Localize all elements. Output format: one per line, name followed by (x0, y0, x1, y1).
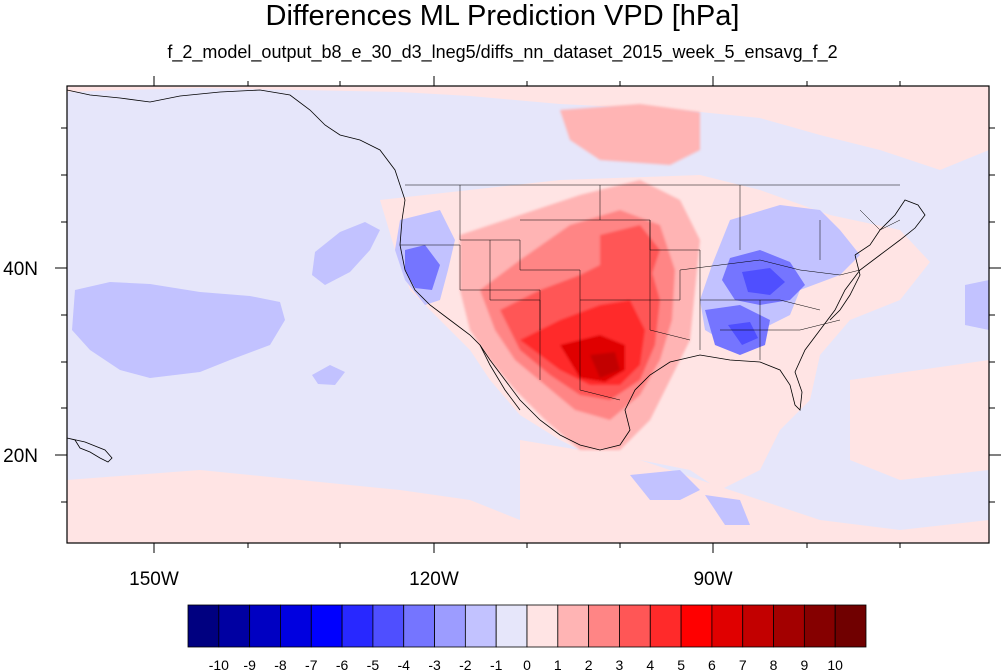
lat-label-20n: 20N (3, 446, 38, 467)
colorbar-label: 0 (523, 657, 531, 672)
colorbar-swatch (372, 604, 405, 648)
lon-label-120w: 120W (409, 569, 459, 590)
colorbar-label: 8 (770, 657, 778, 672)
colorbar-swatch (495, 604, 528, 648)
colorbar-swatch (742, 604, 774, 648)
colorbar-swatch (834, 604, 867, 648)
colorbar-labels: -10 -9 -8 -7 -6 -5 -4 -3 -2 -1 0 1 2 3 4 5 6 7 8 9 10 (209, 657, 843, 672)
colorbar-swatch (680, 604, 713, 648)
colorbar-label: -7 (305, 657, 318, 672)
latitude-labels: 40N 20N (3, 259, 38, 467)
colorbar-label: -5 (367, 657, 380, 672)
colorbar-label: 9 (800, 657, 808, 672)
colorbar-swatch (434, 604, 466, 648)
lat-label-40n: 40N (3, 259, 38, 280)
axis-ticks (55, 76, 1001, 553)
colorbar-swatch (773, 604, 805, 648)
colorbar-label: -2 (459, 657, 472, 672)
colorbar-label: 7 (739, 657, 747, 672)
colorbar-swatch (649, 604, 682, 648)
colorbar (187, 604, 867, 648)
colorbar-swatch (464, 604, 497, 648)
colorbar-label: 10 (827, 657, 843, 672)
colorbar-label: -8 (274, 657, 287, 672)
colorbar-label: 3 (616, 657, 624, 672)
colorbar-swatch (557, 604, 590, 648)
colorbar-label: -4 (398, 657, 411, 672)
colorbar-swatch (526, 604, 559, 648)
colorbar-swatch (619, 604, 651, 648)
colorbar-swatch (218, 604, 251, 648)
lon-label-90w: 90W (693, 569, 732, 590)
colorbar-swatch (711, 604, 744, 648)
state-borders (400, 184, 901, 401)
colorbar-label: 2 (585, 657, 593, 672)
colorbar-label: 4 (646, 657, 654, 672)
colorbar-label: 1 (554, 657, 562, 672)
colorbar-swatch (403, 604, 435, 648)
colorbar-swatch (310, 604, 343, 648)
colorbar-swatch (341, 604, 374, 648)
colorbar-label: -1 (490, 657, 503, 672)
colorbar-label: -6 (336, 657, 349, 672)
colorbar-swatch (803, 604, 836, 648)
colorbar-swatch (249, 604, 281, 648)
colorbar-swatch (588, 604, 620, 648)
colorbar-label: 6 (708, 657, 716, 672)
colorbar-label: -3 (428, 657, 441, 672)
longitude-labels: 150W 120W 90W (129, 569, 732, 590)
colorbar-label: 5 (677, 657, 685, 672)
map-title: Differences ML Prediction VPD [hPa] (265, 0, 740, 32)
colorbar-swatch (280, 604, 312, 648)
colorbar-label: -9 (243, 657, 256, 672)
negative-strong-region (728, 268, 785, 345)
lon-label-150w: 150W (129, 569, 179, 590)
coastlines (67, 89, 926, 463)
colorbar-label: -10 (209, 657, 229, 672)
colorbar-swatch (187, 604, 220, 648)
map-subtitle: f_2_model_output_b8_e_30_d3_lneg5/diffs_… (167, 42, 838, 62)
map-plot-area (67, 86, 989, 543)
